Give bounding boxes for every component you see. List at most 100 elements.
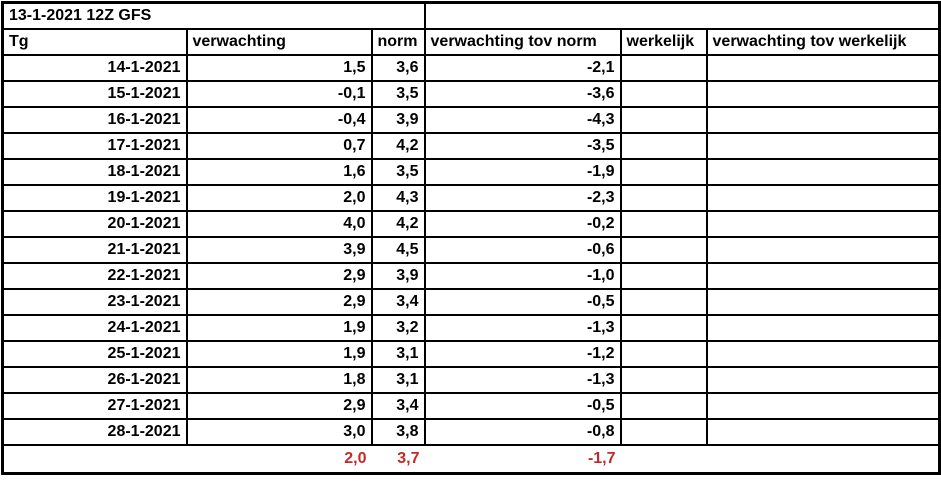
cell-verwachting-tov-werkelijk <box>705 314 941 342</box>
cell-norm: 4,5 <box>370 236 426 264</box>
data-row: 20-1-2021 4,0 4,2 -0,2 <box>1 210 941 238</box>
cell-verwachting-tov-norm: -1,3 <box>423 314 622 342</box>
totals-empty-werkelijk <box>620 444 707 475</box>
cell-verwachting-tov-norm: -1,0 <box>423 262 622 290</box>
cell-verwachting-tov-norm: -2,3 <box>423 184 622 212</box>
cell-werkelijk <box>619 418 708 446</box>
title-row-empty-cell <box>423 1 941 30</box>
cell-werkelijk <box>619 106 708 134</box>
data-row: 16-1-2021 -0,4 3,9 -4,3 <box>1 106 941 134</box>
cell-norm: 3,5 <box>370 158 426 186</box>
cell-norm: 3,9 <box>370 106 426 134</box>
cell-verwachting: 4,0 <box>185 210 373 238</box>
cell-verwachting: 2,9 <box>185 392 373 420</box>
cell-date: 15-1-2021 <box>1 80 188 108</box>
cell-verwachting-tov-norm: -1,2 <box>423 340 622 368</box>
table-title: 13-1-2021 12Z GFS <box>1 1 426 30</box>
cell-verwachting: 3,0 <box>185 418 373 446</box>
cell-verwachting-tov-norm: -0,5 <box>423 288 622 316</box>
cell-verwachting: -0,1 <box>185 80 373 108</box>
cell-werkelijk <box>619 288 708 316</box>
title-row: 13-1-2021 12Z GFS <box>1 1 941 30</box>
data-row: 18-1-2021 1,6 3,5 -1,9 <box>1 158 941 186</box>
cell-date: 21-1-2021 <box>1 236 188 264</box>
cell-norm: 3,1 <box>370 340 426 368</box>
cell-date: 18-1-2021 <box>1 158 188 186</box>
cell-verwachting-tov-werkelijk <box>705 262 941 290</box>
cell-verwachting-tov-werkelijk <box>705 418 941 446</box>
cell-verwachting-tov-norm: -3,5 <box>423 132 622 160</box>
cell-norm: 3,4 <box>370 392 426 420</box>
cell-werkelijk <box>619 262 708 290</box>
cell-verwachting-tov-norm: -0,2 <box>423 210 622 238</box>
cell-date: 22-1-2021 <box>1 262 188 290</box>
cell-verwachting-tov-werkelijk <box>705 366 941 394</box>
data-row: 23-1-2021 2,9 3,4 -0,5 <box>1 288 941 316</box>
cell-verwachting-tov-norm: -0,5 <box>423 392 622 420</box>
cell-verwachting-tov-norm: -3,6 <box>423 80 622 108</box>
cell-verwachting-tov-norm: -2,1 <box>423 54 622 82</box>
cell-norm: 4,2 <box>370 210 426 238</box>
cell-werkelijk <box>619 392 708 420</box>
cell-verwachting-tov-norm: -1,3 <box>423 366 622 394</box>
cell-werkelijk <box>619 340 708 368</box>
totals-norm: 3,7 <box>371 444 425 475</box>
cell-verwachting: 2,9 <box>185 288 373 316</box>
totals-verwachting-tov-norm: -1,7 <box>424 444 621 475</box>
cell-norm: 3,4 <box>370 288 426 316</box>
cell-norm: 3,8 <box>370 418 426 446</box>
totals-verwachting: 2,0 <box>186 444 372 475</box>
cell-norm: 3,1 <box>370 366 426 394</box>
cell-date: 28-1-2021 <box>1 418 188 446</box>
cell-verwachting: 1,6 <box>185 158 373 186</box>
cell-werkelijk <box>619 158 708 186</box>
totals-empty-tg <box>2 444 187 475</box>
data-row: 27-1-2021 2,9 3,4 -0,5 <box>1 392 941 420</box>
cell-verwachting: 2,0 <box>185 184 373 212</box>
totals-row: 2,0 3,7 -1,7 <box>2 444 940 475</box>
cell-verwachting-tov-werkelijk <box>705 54 941 82</box>
cell-verwachting-tov-werkelijk <box>705 340 941 368</box>
cell-verwachting-tov-werkelijk <box>705 158 941 186</box>
cell-norm: 3,9 <box>370 262 426 290</box>
cell-date: 20-1-2021 <box>1 210 188 238</box>
data-row: 21-1-2021 3,9 4,5 -0,6 <box>1 236 941 264</box>
cell-date: 23-1-2021 <box>1 288 188 316</box>
cell-verwachting: 1,5 <box>185 54 373 82</box>
column-header-verwachting-tov-norm: verwachting tov norm <box>423 28 622 56</box>
data-row: 25-1-2021 1,9 3,1 -1,2 <box>1 340 941 368</box>
cell-verwachting-tov-werkelijk <box>705 106 941 134</box>
cell-norm: 3,5 <box>370 80 426 108</box>
cell-verwachting-tov-norm: -4,3 <box>423 106 622 134</box>
cell-verwachting: 1,8 <box>185 366 373 394</box>
cell-date: 14-1-2021 <box>1 54 188 82</box>
totals-empty-tov-werkelijk <box>706 444 940 475</box>
cell-verwachting-tov-werkelijk <box>705 288 941 316</box>
cell-date: 27-1-2021 <box>1 392 188 420</box>
cell-verwachting-tov-werkelijk <box>705 132 941 160</box>
data-row: 17-1-2021 0,7 4,2 -3,5 <box>1 132 941 160</box>
cell-werkelijk <box>619 210 708 238</box>
column-header-verwachting-tov-werkelijk: verwachting tov werkelijk <box>705 28 941 56</box>
cell-werkelijk <box>619 184 708 212</box>
cell-verwachting-tov-werkelijk <box>705 392 941 420</box>
cell-norm: 3,6 <box>370 54 426 82</box>
cell-werkelijk <box>619 314 708 342</box>
data-row: 14-1-2021 1,5 3,6 -2,1 <box>1 54 941 82</box>
cell-verwachting-tov-werkelijk <box>705 210 941 238</box>
column-header-verwachting: verwachting <box>185 28 373 56</box>
cell-date: 26-1-2021 <box>1 366 188 394</box>
cell-date: 16-1-2021 <box>1 106 188 134</box>
cell-werkelijk <box>619 236 708 264</box>
data-row: 22-1-2021 2,9 3,9 -1,0 <box>1 262 941 290</box>
cell-norm: 4,2 <box>370 132 426 160</box>
cell-verwachting: 0,7 <box>185 132 373 160</box>
data-row: 24-1-2021 1,9 3,2 -1,3 <box>1 314 941 342</box>
cell-verwachting-tov-norm: -1,9 <box>423 158 622 186</box>
cell-verwachting-tov-norm: -0,8 <box>423 418 622 446</box>
cell-date: 24-1-2021 <box>1 314 188 342</box>
cell-date: 19-1-2021 <box>1 184 188 212</box>
cell-verwachting-tov-norm: -0,6 <box>423 236 622 264</box>
